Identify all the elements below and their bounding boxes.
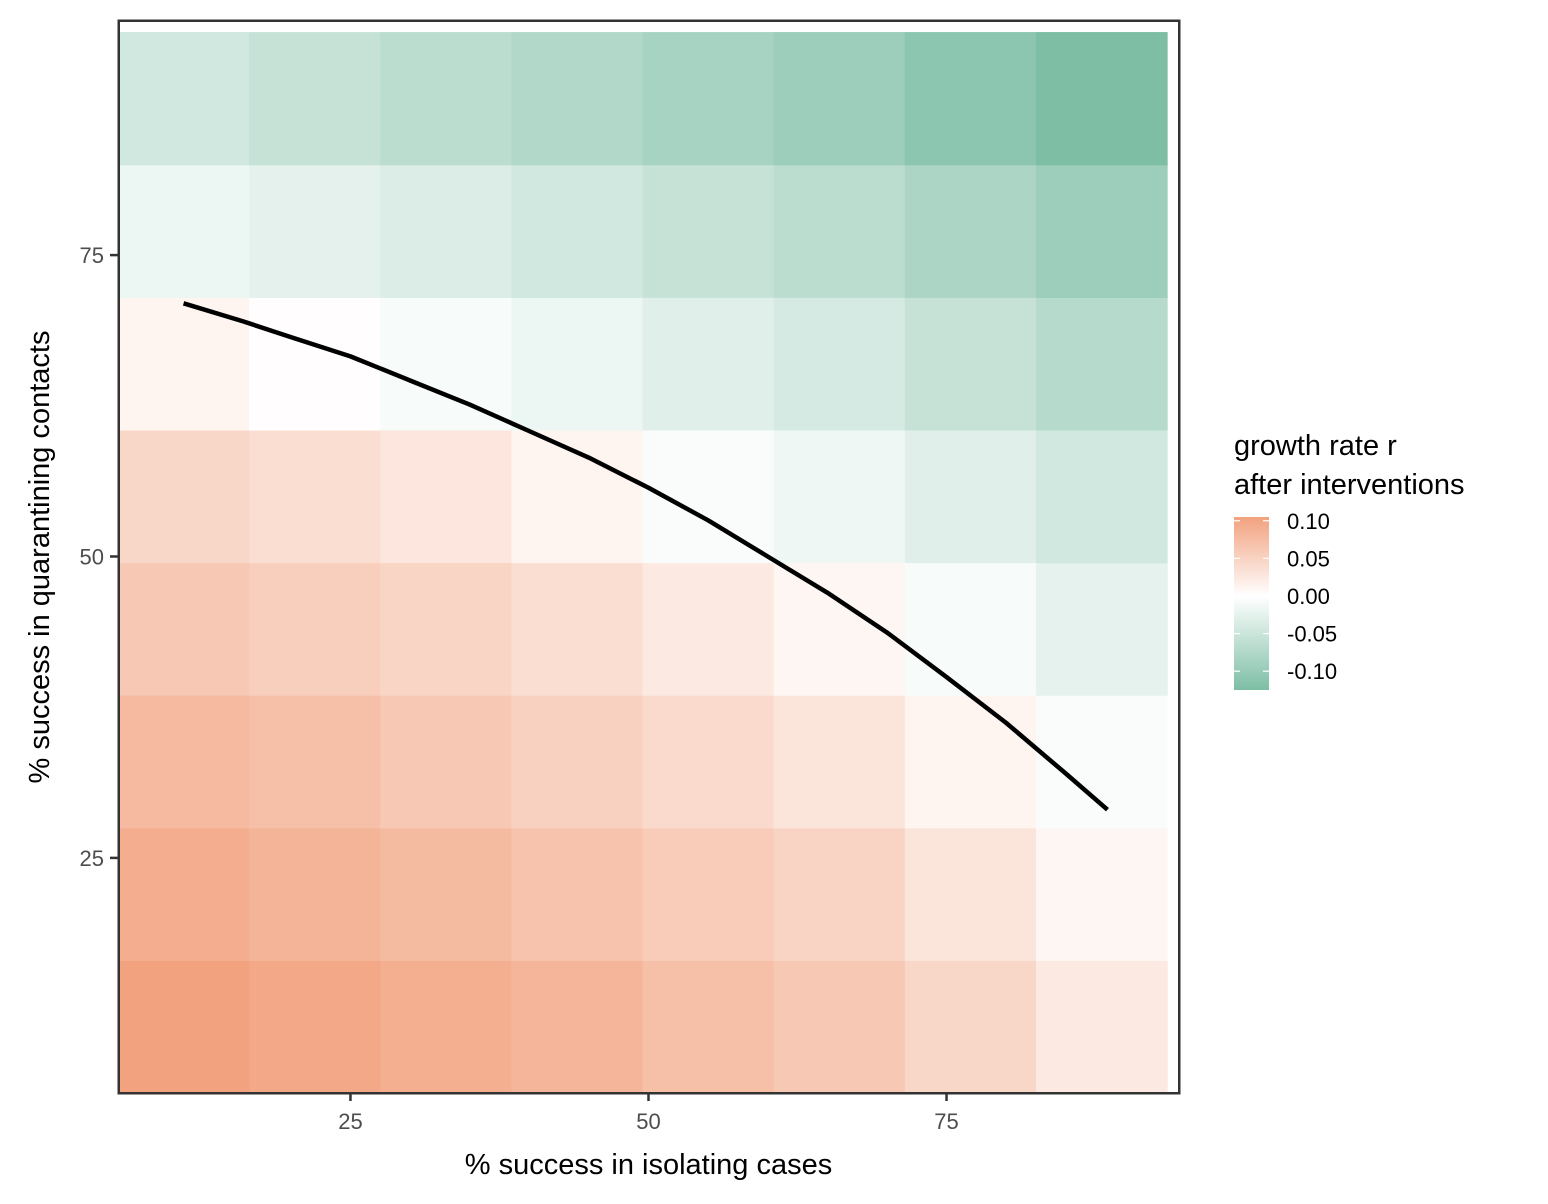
heatmap-tile <box>773 429 906 564</box>
heatmap-tile <box>118 164 250 298</box>
legend-label: 0.10 <box>1287 509 1330 534</box>
heatmap-tile <box>249 960 381 1094</box>
heatmap-tile <box>118 562 250 696</box>
heatmap-tile <box>904 827 1037 961</box>
heatmap-tile <box>642 695 775 829</box>
heatmap-tile <box>380 695 512 829</box>
heatmap-tile <box>904 695 1037 829</box>
heatmap-tile <box>642 960 775 1094</box>
legend: growth rate r after interventions 0.100.… <box>1234 430 1465 690</box>
heatmap-tile <box>511 297 644 431</box>
heatmap-tile <box>642 562 775 696</box>
heatmap-tile <box>249 429 381 564</box>
heatmap-tile <box>1035 429 1168 564</box>
heatmap-tile <box>380 164 512 298</box>
heatmap-tile <box>511 695 644 829</box>
heatmap-tile <box>904 562 1037 696</box>
heatmap-tile <box>380 297 512 431</box>
x-axis-title: % success in isolating cases <box>465 1149 833 1181</box>
heatmap-tile <box>249 695 381 829</box>
heatmap-tiles <box>118 32 1168 1094</box>
heatmap-tile <box>773 827 906 961</box>
x-axis-ticks: 25 50 75 <box>338 1093 959 1134</box>
heatmap-tile <box>773 695 906 829</box>
heatmap-tile <box>773 164 906 298</box>
heatmap-tile <box>380 32 512 166</box>
heatmap-tile <box>511 827 644 961</box>
heatmap-tile <box>773 297 906 431</box>
heatmap-tile <box>904 960 1037 1094</box>
heatmap-tile <box>511 164 644 298</box>
heatmap-tile <box>1035 164 1168 298</box>
heatmap-tile <box>642 32 775 166</box>
heatmap-tile <box>380 960 512 1094</box>
heatmap-tile <box>380 827 512 961</box>
heatmap-tile <box>249 562 381 696</box>
heatmap-tile <box>380 429 512 564</box>
heatmap-tile <box>511 960 644 1094</box>
contour-layer <box>182 301 1109 812</box>
heatmap-tile <box>511 562 644 696</box>
legend-ticks: 0.10 0.05 0.00 -0.05 -0.10 <box>1234 509 1337 684</box>
heatmap-tile <box>904 164 1037 298</box>
y-tick-label: 75 <box>80 243 104 268</box>
heatmap-tile <box>511 429 644 564</box>
heatmap-tile <box>1035 297 1168 431</box>
heatmap-tile <box>118 960 250 1094</box>
heatmap-tile <box>773 32 906 166</box>
legend-colorbar <box>1234 517 1269 690</box>
legend-title-line-1: growth rate r <box>1234 430 1397 462</box>
legend-label: -0.10 <box>1287 659 1337 684</box>
y-tick-label: 50 <box>80 545 104 570</box>
x-tick-label: 75 <box>934 1109 958 1134</box>
heatmap-tile <box>380 562 512 696</box>
heatmap-tile <box>904 32 1037 166</box>
heatmap-tile <box>511 32 644 166</box>
heatmap-tile <box>249 827 381 961</box>
heatmap-tile <box>1035 32 1168 166</box>
heatmap-tile <box>1035 960 1168 1094</box>
heatmap-tile <box>642 164 775 298</box>
heatmap-tile <box>118 827 250 961</box>
legend-label: 0.05 <box>1287 546 1330 571</box>
heatmap-tile <box>1035 827 1168 961</box>
heatmap-tile <box>773 960 906 1094</box>
heatmap-tile <box>118 429 250 564</box>
legend-label: -0.05 <box>1287 622 1337 647</box>
heatmap-tile <box>642 827 775 961</box>
heatmap-tile <box>1035 695 1168 829</box>
heatmap-tile <box>1035 562 1168 696</box>
heatmap-tile <box>249 297 381 431</box>
zero-growth-contour-line <box>182 301 1109 812</box>
heatmap-tile <box>249 164 381 298</box>
y-tick-label: 25 <box>80 846 104 871</box>
heatmap-tile <box>642 297 775 431</box>
x-tick-label: 25 <box>338 1109 362 1134</box>
y-axis-ticks: 25 50 75 <box>80 243 118 871</box>
heatmap-tile <box>249 32 381 166</box>
heatmap-tile <box>118 32 250 166</box>
y-axis-title: % success in quarantining contacts <box>24 331 56 784</box>
heatmap-tile <box>118 297 250 431</box>
x-tick-label: 50 <box>636 1109 660 1134</box>
heatmap-tile <box>904 297 1037 431</box>
legend-title-line-2: after interventions <box>1234 469 1465 501</box>
heatmap-tile <box>904 429 1037 564</box>
legend-label: 0.00 <box>1287 584 1330 609</box>
heatmap-tile <box>118 695 250 829</box>
